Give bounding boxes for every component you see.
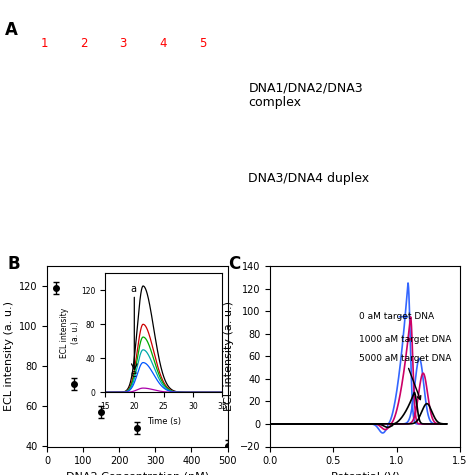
Text: 4: 4 bbox=[159, 37, 167, 49]
Text: 2: 2 bbox=[80, 37, 87, 49]
Text: B: B bbox=[8, 255, 20, 273]
Text: 5000 aM target DNA: 5000 aM target DNA bbox=[359, 354, 451, 399]
Text: 5: 5 bbox=[199, 37, 206, 49]
X-axis label: Potential (V): Potential (V) bbox=[330, 472, 400, 475]
Text: DNA1/DNA2/DNA3
complex: DNA1/DNA2/DNA3 complex bbox=[248, 81, 363, 109]
Y-axis label: ECL intensity (a. u.): ECL intensity (a. u.) bbox=[4, 301, 14, 411]
Text: 0 aM target DNA: 0 aM target DNA bbox=[359, 312, 434, 321]
Y-axis label: ECL intensity (a. u.): ECL intensity (a. u.) bbox=[224, 301, 235, 411]
X-axis label: DNA2 Concentration (nM): DNA2 Concentration (nM) bbox=[66, 472, 209, 475]
Text: A: A bbox=[5, 21, 18, 39]
Text: 3: 3 bbox=[119, 37, 127, 49]
Text: 1: 1 bbox=[40, 37, 48, 49]
Text: 1000 aM target DNA: 1000 aM target DNA bbox=[359, 335, 451, 344]
Text: DNA3/DNA4 duplex: DNA3/DNA4 duplex bbox=[248, 172, 370, 185]
Text: C: C bbox=[228, 255, 241, 273]
